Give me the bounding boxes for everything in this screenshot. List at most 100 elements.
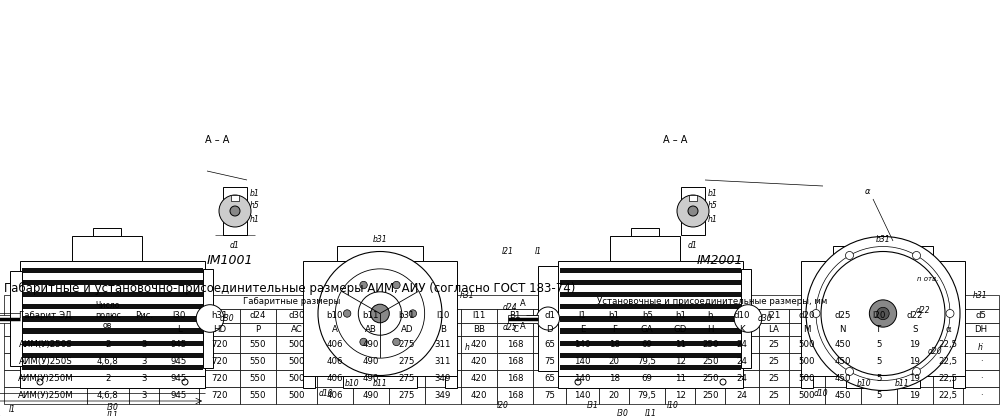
Text: 11: 11	[674, 340, 685, 349]
Bar	[724, 353, 758, 370]
Text: А – А: А – А	[204, 135, 229, 145]
Bar	[158, 295, 425, 309]
Circle shape	[733, 305, 762, 332]
Text: 22,5: 22,5	[938, 357, 957, 366]
Bar	[609, 236, 679, 261]
Bar	[239, 353, 276, 370]
Text: b1: b1	[707, 188, 717, 198]
Text: IM2001: IM2001	[696, 253, 742, 267]
Bar	[758, 323, 788, 336]
Bar	[343, 376, 417, 388]
Bar	[724, 370, 758, 387]
Text: 550: 550	[249, 391, 266, 400]
Bar	[337, 246, 423, 261]
Text: l21: l21	[502, 247, 513, 255]
Bar	[565, 387, 598, 404]
Bar	[598, 370, 628, 387]
Text: 945: 945	[170, 391, 187, 400]
Bar	[758, 353, 788, 370]
Text: 490: 490	[362, 357, 379, 366]
Text: d20: d20	[798, 312, 814, 320]
Text: 24: 24	[735, 340, 746, 349]
Bar	[276, 336, 317, 353]
Bar	[353, 323, 389, 336]
Text: 500: 500	[288, 391, 305, 400]
Bar	[199, 387, 239, 404]
Text: 945: 945	[170, 340, 187, 349]
Text: M: M	[802, 325, 810, 334]
Bar	[824, 323, 860, 336]
Text: L: L	[176, 325, 181, 334]
Text: 406: 406	[326, 374, 343, 383]
Bar	[932, 353, 962, 370]
Bar	[565, 353, 598, 370]
Text: 250: 250	[701, 357, 718, 366]
Text: b31: b31	[398, 312, 415, 320]
Text: 65: 65	[543, 340, 554, 349]
Text: LA: LA	[768, 325, 779, 334]
Text: 720: 720	[211, 357, 227, 366]
Bar	[860, 336, 896, 353]
Bar	[788, 336, 824, 353]
Bar	[353, 336, 389, 353]
Text: H: H	[706, 325, 713, 334]
Bar	[833, 246, 932, 261]
Bar	[788, 370, 824, 387]
Text: 3: 3	[141, 374, 146, 383]
Text: h: h	[977, 343, 981, 352]
Bar	[962, 370, 998, 387]
Bar	[896, 387, 932, 404]
Text: 24: 24	[735, 357, 746, 366]
Text: 140: 140	[574, 391, 590, 400]
Text: 168: 168	[506, 357, 523, 366]
Text: 19: 19	[909, 340, 920, 349]
Text: 5: 5	[875, 340, 881, 349]
Text: AC: AC	[291, 325, 302, 334]
Bar	[93, 228, 121, 236]
Text: 2: 2	[105, 340, 110, 349]
Bar	[128, 336, 158, 353]
Text: 20: 20	[608, 391, 619, 400]
Text: HD: HD	[212, 325, 226, 334]
Text: АИМ(У)250S: АИМ(У)250S	[18, 340, 72, 349]
Text: 140: 140	[574, 340, 590, 349]
Bar	[896, 353, 932, 370]
Bar	[303, 261, 457, 376]
Text: 450: 450	[834, 374, 850, 383]
Text: 550: 550	[249, 357, 266, 366]
Bar	[860, 370, 896, 387]
Text: d24: d24	[502, 302, 517, 312]
Text: 140: 140	[574, 374, 590, 383]
Bar	[664, 353, 694, 370]
Text: 65: 65	[543, 374, 554, 383]
Bar	[680, 187, 704, 235]
Bar	[389, 323, 425, 336]
Bar	[22, 341, 202, 346]
Bar	[598, 387, 628, 404]
Text: h5: h5	[641, 312, 652, 320]
Bar	[317, 336, 353, 353]
Bar	[86, 336, 128, 353]
Text: 450: 450	[834, 340, 850, 349]
Bar	[317, 370, 353, 387]
Bar	[557, 261, 742, 376]
Circle shape	[409, 310, 416, 317]
Text: l20: l20	[497, 401, 508, 411]
Text: 420: 420	[470, 357, 487, 366]
Bar	[317, 387, 353, 404]
Bar	[202, 269, 212, 368]
Text: l10: l10	[666, 401, 678, 411]
Text: ·: ·	[979, 391, 981, 400]
Text: AB: AB	[365, 325, 377, 334]
Text: 79,5: 79,5	[637, 357, 656, 366]
Text: 500: 500	[798, 357, 814, 366]
Text: 420: 420	[470, 340, 487, 349]
Bar	[303, 376, 315, 388]
Bar	[824, 336, 860, 353]
Text: 25: 25	[768, 357, 779, 366]
Text: d10: d10	[319, 389, 333, 399]
Text: 550: 550	[249, 340, 266, 349]
Bar	[559, 365, 740, 370]
Bar	[694, 336, 724, 353]
Bar	[664, 336, 694, 353]
